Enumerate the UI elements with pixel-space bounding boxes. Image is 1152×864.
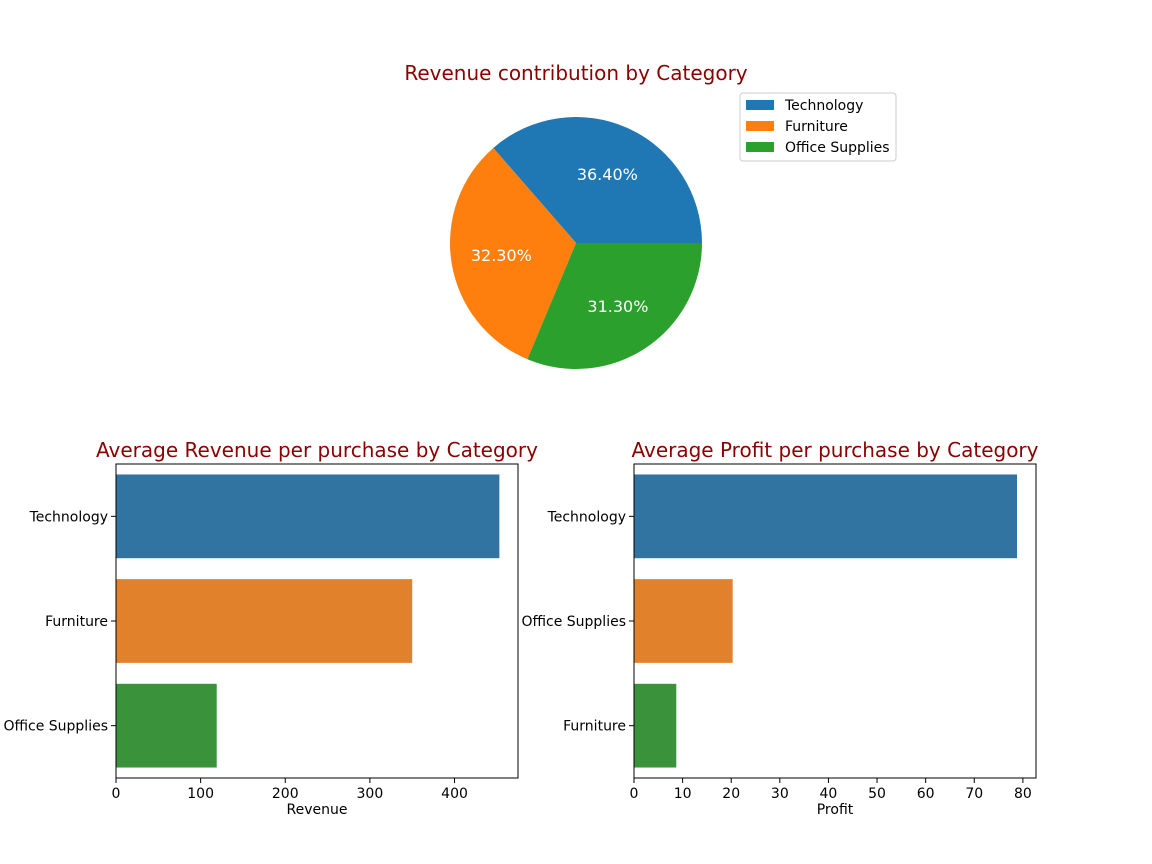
prof-bar-office-supplies: [634, 579, 733, 663]
pie-slice-technology: [493, 117, 702, 243]
prof-x-tick-label: 30: [771, 786, 789, 802]
prof-y-tick-label-furniture: Furniture: [563, 719, 626, 735]
rev-y-tick-label-furniture: Furniture: [45, 614, 108, 630]
rev-x-tick-label: 0: [112, 786, 121, 802]
prof-x-tick-label: 60: [917, 786, 935, 802]
prof-x-tick-label: 10: [674, 786, 692, 802]
pie-slice-office-supplies: [527, 243, 702, 369]
legend-swatch-technology: [746, 100, 774, 110]
rev-bar-furniture: [116, 579, 413, 663]
legend-swatch-office-supplies: [746, 142, 774, 152]
rev-x-tick-label: 100: [187, 786, 214, 802]
legend-swatch-furniture: [746, 121, 774, 131]
prof-bar-furniture: [634, 683, 677, 768]
pie-label-furniture: 32.30%: [471, 246, 532, 265]
prof-bar-technology: [634, 474, 1018, 559]
pie-labels: 36.40% 32.30% 31.30%: [471, 165, 649, 316]
revenue-chart-title: Average Revenue per purchase by Category: [96, 438, 538, 462]
pie-title: Revenue contribution by Category: [404, 61, 747, 85]
legend-label-technology: Technology: [784, 98, 863, 114]
legend-frame: [739, 92, 897, 162]
pie-label-technology: 36.40%: [577, 165, 638, 184]
profit-chart-title: Average Profit per purchase by Category: [631, 438, 1038, 462]
rev-bar-technology: [116, 474, 500, 559]
pie-chart: Revenue contribution by Category 36.40%3…: [404, 61, 897, 369]
prof-x-tick-label: 70: [965, 786, 983, 802]
prof-y-tick-label-office-supplies: Office Supplies: [521, 614, 626, 630]
prof-x-tick-label: 80: [1014, 786, 1032, 802]
revenue-x-axis-label: Revenue: [287, 802, 348, 818]
prof-x-tick-label: 20: [722, 786, 740, 802]
prof-y-tick-label-technology: Technology: [547, 509, 626, 525]
prof-x-tick-label: 0: [630, 786, 639, 802]
rev-y-tick-label-office-supplies: Office Supplies: [3, 719, 108, 735]
revenue-bar-chart: Average Revenue per purchase by Category…: [3, 438, 538, 818]
profit-x-axis-label: Profit: [817, 802, 854, 818]
pie-slice-furniture: [450, 147, 576, 360]
prof-x-tick-label: 50: [868, 786, 886, 802]
rev-x-tick-label: 300: [357, 786, 384, 802]
rev-x-tick-label: 200: [272, 786, 299, 802]
rev-y-tick-label-technology: Technology: [29, 509, 108, 525]
rev-bar-office-supplies: [116, 683, 217, 768]
legend-label-furniture: Furniture: [785, 119, 848, 135]
pie-slices: [450, 117, 702, 369]
profit-bar-chart: Average Profit per purchase by Category …: [521, 438, 1038, 818]
pie-label-office-supplies: 31.30%: [587, 297, 648, 316]
legend: Technology Furniture Office Supplies: [739, 92, 897, 162]
prof-x-tick-label: 40: [820, 786, 838, 802]
rev-x-tick-label: 400: [441, 786, 468, 802]
legend-label-office-supplies: Office Supplies: [785, 140, 890, 156]
